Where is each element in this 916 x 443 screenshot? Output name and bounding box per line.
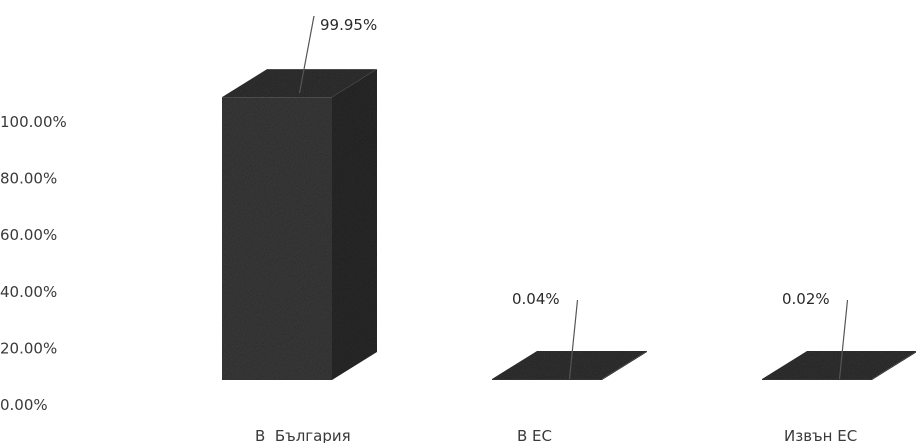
label-leader-line <box>838 299 849 380</box>
bars <box>222 69 916 380</box>
data-label: 0.04% <box>512 290 560 308</box>
data-label: 0.02% <box>782 290 830 308</box>
y-tick-label: 20.00% <box>0 339 57 357</box>
category-label: В България <box>255 427 351 443</box>
category-label: В ЕС <box>517 427 552 443</box>
bar <box>222 69 377 380</box>
category-label: Извън ЕС <box>784 427 857 443</box>
y-tick-label: 0.00% <box>0 396 48 414</box>
bar <box>492 351 647 380</box>
y-tick-label: 40.00% <box>0 283 57 301</box>
bar <box>762 351 916 380</box>
label-leader-line <box>568 299 579 380</box>
y-tick-label: 80.00% <box>0 170 57 188</box>
data-labels: 99.95% 0.04% 0.02% <box>298 15 849 380</box>
label-leader-line <box>298 15 315 94</box>
y-axis: 0.00% 20.00% 40.00% 60.00% 80.00% 100.00% <box>0 113 67 414</box>
data-label: 99.95% <box>320 16 377 34</box>
x-axis: В България В ЕС Извън ЕС <box>255 427 857 443</box>
y-tick-label: 100.00% <box>0 113 67 131</box>
y-tick-label: 60.00% <box>0 226 57 244</box>
